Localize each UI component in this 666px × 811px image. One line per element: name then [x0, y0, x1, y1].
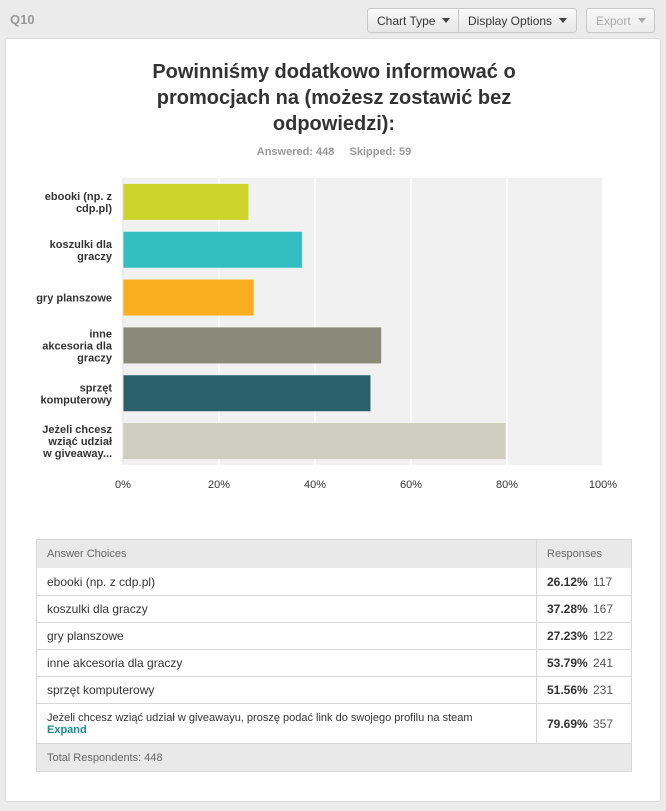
responses-header: Responses [547, 548, 603, 560]
response-percent: 79.69% [547, 716, 588, 731]
x-tick-label: 40% [304, 479, 326, 491]
display-options-label: Display Options [468, 13, 553, 28]
x-tick-label: 0% [115, 479, 131, 491]
x-tick-label: 100% [589, 479, 617, 491]
table-header: Answer Choices Responses [37, 540, 631, 568]
export-label: Export [596, 13, 631, 28]
expand-link[interactable]: Expand [47, 723, 87, 736]
table-row: sprzęt komputerowy 51.56% 231 [37, 676, 631, 703]
export-button[interactable]: Export [586, 8, 655, 33]
answer-choice-cell: gry planszowe [37, 623, 537, 649]
x-tick-label: 20% [208, 479, 230, 491]
chevron-down-icon [559, 18, 568, 23]
answer-choice-text: Jeżeli chcesz wziąć udział w giveawayu, … [47, 711, 473, 724]
bar [123, 183, 249, 220]
category-label: koszulki dla graczy [50, 239, 113, 263]
chevron-down-icon [442, 18, 451, 23]
category-label: inne akcesoria dla graczy [42, 328, 113, 364]
answer-choice-cell: ebooki (np. z cdp.pl) [37, 568, 537, 595]
response-count: 241 [593, 656, 614, 670]
answer-choice-text: ebooki (np. z cdp.pl) [47, 574, 156, 589]
response-percent: 51.56% [547, 683, 588, 697]
answered-count: Answered: 448 [256, 146, 335, 158]
table-row: gry planszowe 27.23% 122 [37, 622, 631, 649]
response-percent: 53.79% [547, 656, 588, 670]
chart-title: Powinniśmy dodatkowo informować o promoc… [152, 61, 516, 135]
response-count: 231 [593, 683, 614, 697]
bar [123, 375, 371, 412]
table-row: ebooki (np. z cdp.pl) 26.12% 117 [37, 568, 631, 595]
responses-table: Answer Choices Responses ebooki (np. z c… [36, 539, 632, 772]
chart-type-button[interactable]: Chart Type [367, 8, 459, 33]
answer-choice-text: sprzęt komputerowy [47, 683, 155, 697]
category-label: gry planszowe [36, 293, 112, 305]
category-label: ebooki (np. z cdp.pl) [45, 191, 113, 215]
category-label: sprzęt komputerowy [40, 382, 112, 406]
x-tick-label: 60% [400, 479, 422, 491]
chart-type-label: Chart Type [377, 13, 436, 28]
response-percent: 37.28% [547, 602, 588, 616]
answer-choice-cell: koszulki dla graczy [37, 596, 537, 622]
answer-choices-header: Answer Choices [37, 540, 537, 568]
category-label: Jeżeli chcesz wziąć udział w giveaway... [42, 424, 112, 460]
response-count: 167 [593, 602, 614, 616]
plot-area [123, 178, 603, 465]
response-count: 357 [593, 716, 614, 731]
question-toolbar: Q10 Chart Type Display Options Export [0, 0, 666, 38]
table-row: Jeżeli chcesz wziąć udział w giveawayu, … [37, 703, 631, 743]
skipped-count: Skipped: 59 [349, 146, 412, 158]
response-stats: Answered: 448 Skipped: 59 [6, 146, 662, 158]
question-id: Q10 [10, 12, 35, 27]
table-row: koszulki dla graczy 37.28% 167 [37, 595, 631, 622]
bar [123, 327, 382, 364]
bar [123, 231, 302, 268]
bar [123, 423, 506, 460]
answer-choice-text: koszulki dla graczy [47, 602, 148, 616]
table-row: inne akcesoria dla graczy 53.79% 241 [37, 649, 631, 676]
chevron-down-icon [637, 18, 646, 23]
answer-choice-cell: inne akcesoria dla graczy [37, 650, 537, 676]
response-count: 117 [593, 574, 613, 589]
x-tick-label: 80% [496, 479, 518, 491]
bar [123, 279, 254, 316]
response-count: 122 [593, 629, 614, 643]
answer-choice-cell: sprzęt komputerowy [37, 677, 537, 703]
question-card: Powinniśmy dodatkowo informować o promoc… [5, 38, 661, 802]
display-options-button[interactable]: Display Options [458, 8, 577, 33]
answer-choice-text: gry planszowe [47, 629, 124, 643]
bar-chart: 0% 20% 40% 60% 80% 100% ebooki (np. z cdp.pl) ko… [36, 178, 617, 491]
answer-choice-text: inne akcesoria dla graczy [47, 656, 183, 670]
answer-choice-cell: Jeżeli chcesz wziąć udział w giveawayu, … [37, 704, 537, 743]
response-percent: 27.23% [547, 629, 588, 643]
response-percent: 26.12% [547, 574, 588, 589]
table-footer: Total Respondents: 448 [37, 743, 631, 771]
